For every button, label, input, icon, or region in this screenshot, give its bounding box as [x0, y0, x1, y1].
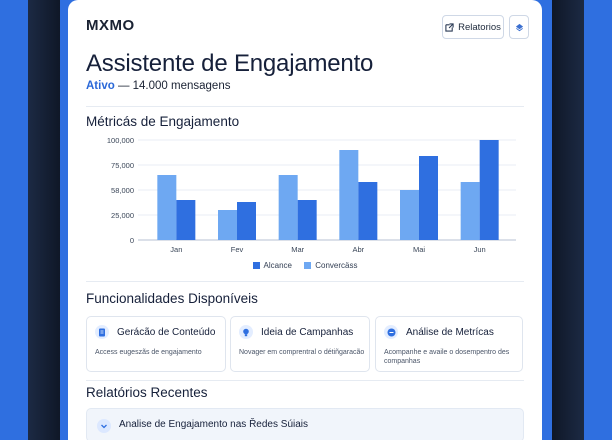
- bar-conversoes: [218, 210, 237, 240]
- bar-alcance: [297, 200, 317, 240]
- message-count: — 14.000 mensagens: [114, 80, 231, 92]
- device-bezel-left: [28, 0, 60, 440]
- bar-conversoes: [460, 182, 480, 240]
- document-icon: [95, 325, 109, 339]
- legend-item-conversoes: Convercäss: [304, 261, 357, 270]
- chart-legend: Alcance Convercäss: [68, 261, 542, 271]
- y-tick-label: 100,000: [107, 136, 134, 145]
- feature-card-content-generation[interactable]: Gerácão de Conteúdo Access eugeszãs de e…: [86, 316, 226, 372]
- feature-card-description: Novager em comprentral o détiñgaracão: [239, 349, 365, 356]
- bar-conversoes: [400, 190, 419, 240]
- legend-swatch-conversoes: [304, 262, 312, 269]
- feature-card-title: Análise de Metrícas: [406, 326, 494, 338]
- settings-button[interactable]: [509, 15, 529, 39]
- x-tick-label: Fev: [231, 245, 244, 254]
- y-tick-label: 75,000: [111, 161, 134, 170]
- chevron-down-icon: [97, 419, 111, 433]
- features-section-title: Funcionalidades Disponíveis: [86, 291, 258, 306]
- feature-card-metrics-analysis[interactable]: Análise de Metrícas Acompanhe e availe o…: [375, 316, 523, 372]
- top-bar: MXMO Relatorios: [68, 0, 542, 50]
- feature-card-campaign-ideas[interactable]: Ideia de Campanhas Novager em comprentra…: [230, 316, 370, 372]
- x-tick-label: Abr: [352, 245, 364, 254]
- feature-card-description: Acompanhe e availe o dosempentro des com…: [384, 349, 510, 365]
- lightbulb-icon: [239, 325, 253, 339]
- legend-label-alcance: Alcance: [263, 261, 292, 270]
- bar-alcance: [176, 200, 196, 240]
- bar-alcance: [237, 202, 256, 240]
- x-tick-label: Mar: [291, 245, 304, 254]
- bar-conversoes: [278, 175, 298, 240]
- page-title: Assistente de Engajamento: [86, 50, 374, 77]
- y-tick-label: 25,000: [111, 211, 134, 220]
- engagement-bar-chart: 0 25,000 58,000 75,000 100,000 Jan Fev Mar Abr Ma…: [107, 136, 516, 254]
- report-title: Analise de Engajamento nas Ředes Súiais: [119, 419, 309, 430]
- app-window: MXMO Relatorios Assistente de Engajament…: [68, 0, 542, 440]
- app-logo: MXMO: [86, 17, 135, 34]
- feature-card-header: Ideia de Campanhas: [239, 325, 353, 339]
- x-tick-label: Jun: [474, 245, 486, 254]
- x-tick-label: Mai: [413, 245, 425, 254]
- feature-card-header: Análise de Metrícas: [384, 325, 494, 339]
- bar-conversoes: [157, 175, 177, 240]
- feature-card-description: Access eugeszãs de engajamento: [95, 349, 202, 356]
- legend-swatch-alcance: [252, 262, 260, 269]
- y-tick-label: 58,000: [111, 186, 134, 195]
- device-bezel-right: [552, 0, 584, 440]
- legend-item-alcance: Alcance: [252, 261, 292, 270]
- layers-icon: [515, 23, 523, 31]
- report-list-item[interactable]: Analise de Engajamento nas Ředes Súiais: [86, 408, 524, 440]
- status-active-badge: Ativo: [86, 80, 115, 92]
- x-tick-label: Jan: [170, 245, 182, 254]
- feature-card-header: Gerácão de Conteúdo: [95, 325, 215, 339]
- bar-alcance: [358, 182, 378, 240]
- divider: [86, 380, 524, 381]
- chart-icon: [384, 325, 398, 339]
- reports-section-title: Relatórios Recentes: [86, 385, 208, 400]
- y-tick-label: 0: [130, 236, 134, 245]
- reports-button[interactable]: Relatorios: [442, 15, 504, 39]
- bar-alcance: [479, 140, 499, 240]
- reports-button-label: Relatorios: [458, 21, 501, 33]
- legend-label-conversoes: Convercäss: [315, 261, 358, 270]
- bar-alcance: [419, 156, 438, 240]
- chart-section-title: Métricás de Engajamento: [86, 114, 240, 129]
- divider: [86, 281, 524, 282]
- feature-card-title: Gerácão de Conteúdo: [117, 326, 216, 338]
- divider: [86, 106, 524, 107]
- feature-card-title: Ideia de Campanhas: [261, 326, 354, 338]
- bar-conversoes: [339, 150, 359, 240]
- external-link-icon: [445, 22, 454, 32]
- status-line: Ativo — 14.000 mensagens: [86, 80, 230, 92]
